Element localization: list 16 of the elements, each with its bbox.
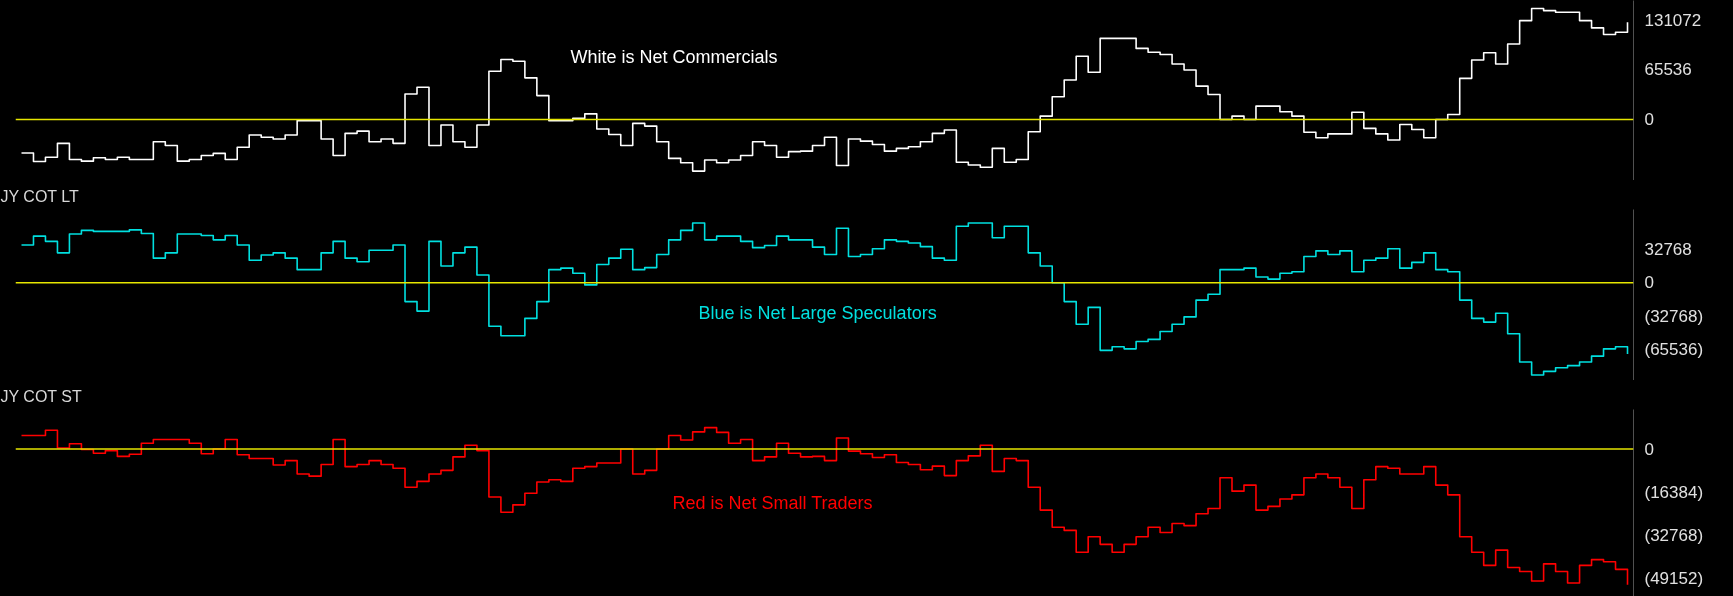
- chart-title: JY COT ST: [0, 387, 82, 405]
- y-tick-label: 32768: [1644, 239, 1692, 259]
- y-tick-label: 0: [1644, 110, 1654, 130]
- annotation: Red is Net Small Traders: [672, 492, 873, 513]
- annotation: Blue is Net Large Speculators: [698, 302, 937, 323]
- y-tick-label: 131072: [1644, 10, 1702, 30]
- y-tick-label: (49152): [1644, 568, 1704, 588]
- y-tick-label: 65536: [1644, 60, 1692, 80]
- y-tick-label: (32768): [1644, 525, 1704, 545]
- y-tick-label: 0: [1644, 273, 1654, 293]
- y-tick-label: (65536): [1644, 339, 1704, 359]
- chart-title: JY COT LT: [0, 187, 79, 205]
- y-tick-label: (32768): [1644, 306, 1704, 326]
- y-tick-label: 0: [1644, 439, 1654, 459]
- annotation: White is Net Commercials: [570, 46, 778, 67]
- y-tick-label: (16384): [1644, 482, 1704, 502]
